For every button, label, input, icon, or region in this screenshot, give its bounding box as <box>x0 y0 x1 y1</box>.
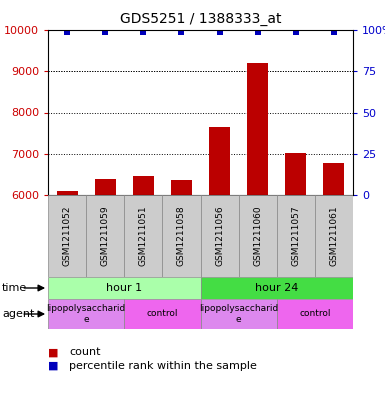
Bar <box>209 127 230 195</box>
Bar <box>48 195 86 277</box>
Bar <box>124 195 162 277</box>
Bar <box>277 299 353 329</box>
Bar <box>247 63 268 195</box>
Bar <box>48 277 201 299</box>
Text: ■: ■ <box>48 347 59 357</box>
Bar <box>277 195 315 277</box>
Text: GSM1211060: GSM1211060 <box>253 206 262 266</box>
Bar <box>239 195 277 277</box>
Bar <box>201 277 353 299</box>
Text: GSM1211051: GSM1211051 <box>139 206 148 266</box>
Bar <box>95 179 115 195</box>
Text: count: count <box>69 347 100 357</box>
Text: percentile rank within the sample: percentile rank within the sample <box>69 361 257 371</box>
Text: GSM1211056: GSM1211056 <box>215 206 224 266</box>
Text: GSM1211061: GSM1211061 <box>330 206 338 266</box>
Text: GSM1211058: GSM1211058 <box>177 206 186 266</box>
Bar <box>201 299 277 329</box>
Bar <box>315 195 353 277</box>
Bar <box>323 163 345 195</box>
Text: hour 24: hour 24 <box>255 283 298 293</box>
Text: control: control <box>299 310 331 318</box>
Text: GSM1211052: GSM1211052 <box>62 206 72 266</box>
Bar <box>57 191 77 195</box>
Text: hour 1: hour 1 <box>106 283 142 293</box>
Bar <box>285 153 306 195</box>
Bar <box>201 195 239 277</box>
Bar <box>133 176 154 195</box>
Text: control: control <box>147 310 178 318</box>
Text: ■: ■ <box>48 361 59 371</box>
Bar <box>124 299 201 329</box>
Text: lipopolysaccharid
e: lipopolysaccharid e <box>199 304 278 324</box>
Title: GDS5251 / 1388333_at: GDS5251 / 1388333_at <box>120 12 281 26</box>
Bar <box>48 299 124 329</box>
Text: GSM1211059: GSM1211059 <box>101 206 110 266</box>
Text: lipopolysaccharid
e: lipopolysaccharid e <box>47 304 126 324</box>
Bar <box>162 195 201 277</box>
Text: time: time <box>2 283 27 293</box>
Text: agent: agent <box>2 309 34 319</box>
Bar <box>86 195 124 277</box>
Bar <box>171 180 192 195</box>
Text: GSM1211057: GSM1211057 <box>291 206 300 266</box>
